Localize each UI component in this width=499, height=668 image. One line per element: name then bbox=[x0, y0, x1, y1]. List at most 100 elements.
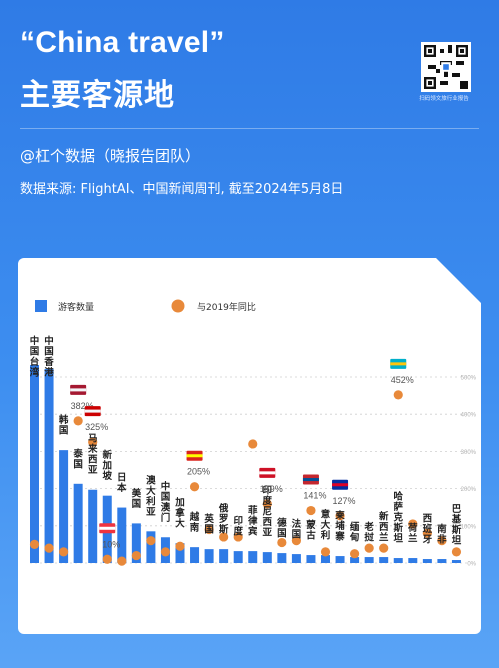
category-label: 日本 bbox=[117, 473, 127, 495]
legend-label-visitors: 游客数量 bbox=[58, 301, 94, 313]
bar bbox=[190, 547, 200, 563]
yoy-point bbox=[88, 437, 98, 447]
y2-tick-label: 400% bbox=[461, 413, 477, 419]
yoy-annotation: 10% bbox=[102, 539, 120, 549]
yoy-point bbox=[219, 532, 229, 542]
bar bbox=[350, 557, 360, 563]
yoy-point bbox=[189, 482, 200, 492]
bar bbox=[306, 555, 316, 563]
bar bbox=[30, 365, 39, 563]
bar bbox=[117, 507, 127, 563]
category-label: 老挝 bbox=[363, 521, 374, 544]
yoy-point bbox=[204, 524, 214, 535]
category-label: 美国 bbox=[131, 487, 142, 510]
bar bbox=[393, 558, 403, 563]
flag-stripe bbox=[99, 526, 116, 530]
category-label: 西班牙 bbox=[423, 514, 433, 546]
bar bbox=[88, 489, 98, 563]
bar bbox=[277, 553, 287, 563]
bar bbox=[321, 555, 330, 563]
category-label: 意大利 bbox=[320, 509, 331, 542]
y2-tick-label: 500% bbox=[461, 376, 477, 382]
yoy-point bbox=[306, 505, 316, 516]
bar bbox=[408, 558, 418, 563]
flag-stripe bbox=[186, 454, 203, 458]
category-label: 法国 bbox=[292, 518, 302, 541]
category-label: 柬埔寨 bbox=[334, 510, 345, 543]
category-label: 英国 bbox=[204, 513, 214, 536]
yoy-point bbox=[408, 519, 418, 529]
yoy-annotation: 382% bbox=[71, 401, 94, 411]
yoy-annotation: 325% bbox=[85, 422, 108, 432]
qr-code[interactable] bbox=[421, 42, 471, 92]
author-label: @杠个数据（晓报告团队） bbox=[20, 147, 201, 165]
yoy-point bbox=[350, 549, 360, 559]
bar bbox=[73, 483, 83, 563]
category-label: 印度 bbox=[233, 515, 243, 538]
category-label: 新西兰 bbox=[379, 511, 389, 544]
category-label: 俄罗斯 bbox=[218, 503, 229, 536]
yoy-point bbox=[102, 554, 112, 564]
bar bbox=[59, 450, 69, 563]
yoy-annotation: 159% bbox=[260, 484, 283, 494]
yoy-point bbox=[379, 543, 389, 553]
qr-caption: 扫码领文旅行业报告 bbox=[419, 96, 469, 102]
legend-label-yoy: 与2019年同比 bbox=[197, 301, 256, 313]
legend-swatch-yoy bbox=[171, 299, 185, 313]
yoy-annotation: 127% bbox=[333, 496, 356, 506]
yoy-point bbox=[320, 547, 331, 557]
yoy-point bbox=[364, 543, 374, 553]
bar bbox=[219, 549, 229, 563]
y2-tick-label: 200% bbox=[461, 487, 477, 493]
header-divider bbox=[20, 128, 479, 129]
flag-stripe bbox=[259, 471, 276, 475]
category-label: 德国 bbox=[277, 517, 287, 540]
category-label: 中国香港 bbox=[43, 335, 54, 379]
flag-stripe bbox=[390, 362, 407, 366]
y2-tick-label: 0% bbox=[467, 562, 476, 568]
yoy-point bbox=[160, 547, 171, 557]
yoy-annotation: 452% bbox=[391, 375, 414, 385]
category-label: 荷兰 bbox=[407, 522, 418, 545]
yoy-point bbox=[175, 541, 185, 551]
yoy-point bbox=[29, 539, 40, 549]
category-label: 缅甸 bbox=[349, 521, 360, 544]
bar bbox=[233, 551, 243, 563]
category-label: 中国台湾 bbox=[30, 335, 40, 379]
bar bbox=[204, 549, 214, 563]
category-label: 中国澳门 bbox=[161, 480, 171, 524]
category-label: 马来西亚 bbox=[87, 434, 98, 477]
category-label: 泰国 bbox=[72, 448, 83, 471]
yoy-point bbox=[248, 439, 258, 449]
category-label: 加拿大 bbox=[174, 497, 185, 530]
y2-tick-label: 100% bbox=[461, 524, 477, 530]
yoy-point bbox=[73, 416, 83, 426]
category-label: 蒙古 bbox=[306, 519, 316, 542]
category-label: 哈萨克斯坦 bbox=[393, 491, 403, 545]
bar bbox=[146, 531, 156, 563]
bar bbox=[248, 551, 258, 563]
flag-stripe bbox=[332, 483, 349, 487]
bar bbox=[44, 368, 54, 563]
yoy-point bbox=[44, 543, 54, 553]
flag-stripe bbox=[70, 388, 87, 392]
category-label: 菲律宾 bbox=[247, 505, 258, 538]
yoy-point bbox=[422, 528, 432, 538]
yoy-point bbox=[59, 547, 69, 557]
category-label: 巴基斯坦 bbox=[451, 504, 462, 547]
chart-svg: 游客数量 与2019年同比 0% 100% 200% 300% 400% 500% 中国台湾中国… bbox=[29, 299, 477, 568]
yoy-point bbox=[393, 390, 403, 400]
category-label: 南非 bbox=[437, 523, 447, 546]
y2-tick-label: 300% bbox=[461, 450, 477, 456]
source-note: 数据来源: FlightAI、中国新闻周刊, 截至2024年5月8日 bbox=[20, 182, 344, 197]
chart-subtitle: 主要客源地 bbox=[20, 78, 175, 113]
chart-title: “China travel” bbox=[20, 26, 225, 59]
yoy-point bbox=[146, 536, 156, 546]
qr-code-pattern bbox=[424, 45, 468, 89]
bar bbox=[379, 557, 389, 563]
category-label: 印度尼西亚 bbox=[263, 485, 273, 539]
category-label: 越南 bbox=[189, 511, 200, 534]
yoy-point bbox=[335, 511, 345, 521]
yoy-point bbox=[262, 499, 272, 509]
bar bbox=[291, 554, 301, 563]
